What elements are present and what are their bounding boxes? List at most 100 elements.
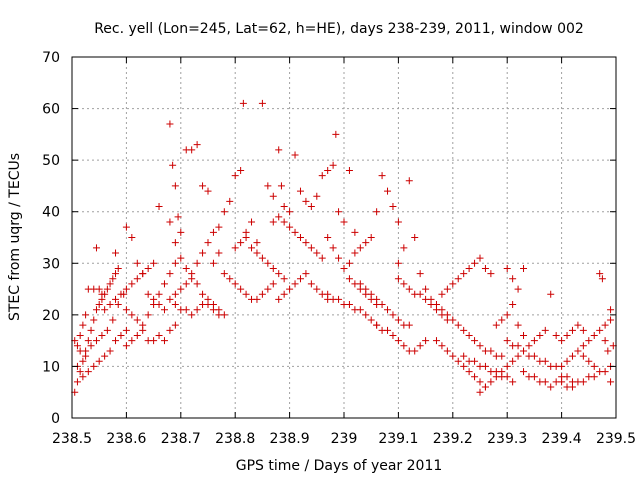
data-point xyxy=(106,280,114,288)
data-point xyxy=(193,259,201,267)
data-point xyxy=(351,249,359,257)
data-point xyxy=(568,326,576,334)
data-point xyxy=(432,337,440,345)
data-point xyxy=(103,285,111,293)
data-point xyxy=(106,301,114,309)
x-axis-label: GPS time / Days of year 2011 xyxy=(236,458,443,474)
data-point xyxy=(335,208,343,216)
data-point xyxy=(144,290,152,298)
data-point xyxy=(471,337,479,345)
x-tick-label: 239.3 xyxy=(487,431,527,447)
data-point xyxy=(133,275,141,283)
data-point xyxy=(563,373,571,381)
data-point xyxy=(177,228,185,236)
data-point xyxy=(367,290,375,298)
data-point xyxy=(226,197,234,205)
data-point xyxy=(356,306,364,314)
data-point xyxy=(530,373,538,381)
data-point xyxy=(574,321,582,329)
data-point xyxy=(269,218,277,226)
y-tick-label: 10 xyxy=(42,359,60,375)
data-point xyxy=(117,331,125,339)
data-point xyxy=(460,270,468,278)
data-point xyxy=(204,301,212,309)
data-point xyxy=(400,342,408,350)
data-point xyxy=(82,311,90,319)
data-point xyxy=(177,285,185,293)
data-point xyxy=(87,326,95,334)
data-point xyxy=(579,342,587,350)
data-point xyxy=(378,301,386,309)
data-point xyxy=(378,172,386,180)
data-point xyxy=(95,357,103,365)
data-point xyxy=(530,352,538,360)
data-point xyxy=(76,331,84,339)
data-point xyxy=(514,342,522,350)
data-point xyxy=(280,290,288,298)
data-point xyxy=(92,306,100,314)
x-tick-label: 239.1 xyxy=(378,431,418,447)
data-point xyxy=(514,285,522,293)
data-point xyxy=(296,275,304,283)
data-point xyxy=(476,254,484,262)
data-point xyxy=(318,254,326,262)
data-point xyxy=(345,259,353,267)
data-point xyxy=(84,337,92,345)
data-point xyxy=(171,259,179,267)
data-point xyxy=(193,280,201,288)
data-point xyxy=(384,326,392,334)
chart-title: Rec. yell (Lon=245, Lat=62, h=HE), days … xyxy=(94,21,584,37)
x-tick-label: 238.9 xyxy=(270,431,310,447)
data-point xyxy=(209,306,217,314)
data-point xyxy=(465,368,473,376)
data-point xyxy=(307,244,315,252)
data-point xyxy=(171,301,179,309)
data-point xyxy=(215,223,223,231)
data-point xyxy=(291,228,299,236)
data-point xyxy=(76,347,84,355)
data-point xyxy=(193,306,201,314)
data-point xyxy=(209,228,217,236)
data-point xyxy=(579,326,587,334)
data-point xyxy=(520,368,528,376)
data-point xyxy=(166,218,174,226)
data-point xyxy=(112,337,120,345)
data-point xyxy=(286,208,294,216)
data-point xyxy=(601,321,609,329)
data-point xyxy=(275,213,283,221)
x-tick-label: 239.2 xyxy=(433,431,473,447)
data-point xyxy=(332,130,340,138)
data-point xyxy=(199,290,207,298)
data-point xyxy=(79,357,87,365)
data-point xyxy=(427,301,435,309)
data-point xyxy=(79,373,87,381)
data-point xyxy=(139,270,147,278)
data-point xyxy=(487,270,495,278)
x-tick-label: 238.5 xyxy=(52,431,92,447)
data-point xyxy=(509,275,517,283)
data-point xyxy=(133,331,141,339)
data-point xyxy=(579,352,587,360)
data-point xyxy=(296,234,304,241)
data-point xyxy=(302,270,310,278)
data-point xyxy=(128,280,136,288)
data-point xyxy=(590,373,598,381)
data-point xyxy=(520,264,528,272)
data-point xyxy=(411,234,419,241)
data-point xyxy=(171,290,179,298)
data-point xyxy=(525,342,533,350)
data-point xyxy=(106,347,114,355)
data-point xyxy=(275,270,283,278)
y-tick-label: 20 xyxy=(42,308,60,324)
data-point xyxy=(122,326,130,334)
data-point xyxy=(514,352,522,360)
data-point xyxy=(109,316,117,324)
data-point xyxy=(122,306,130,314)
data-point xyxy=(73,342,81,350)
data-point xyxy=(389,331,397,339)
data-point xyxy=(248,218,256,226)
data-point xyxy=(596,326,604,334)
data-point xyxy=(275,146,283,154)
data-point xyxy=(188,270,196,278)
data-point xyxy=(166,120,174,128)
